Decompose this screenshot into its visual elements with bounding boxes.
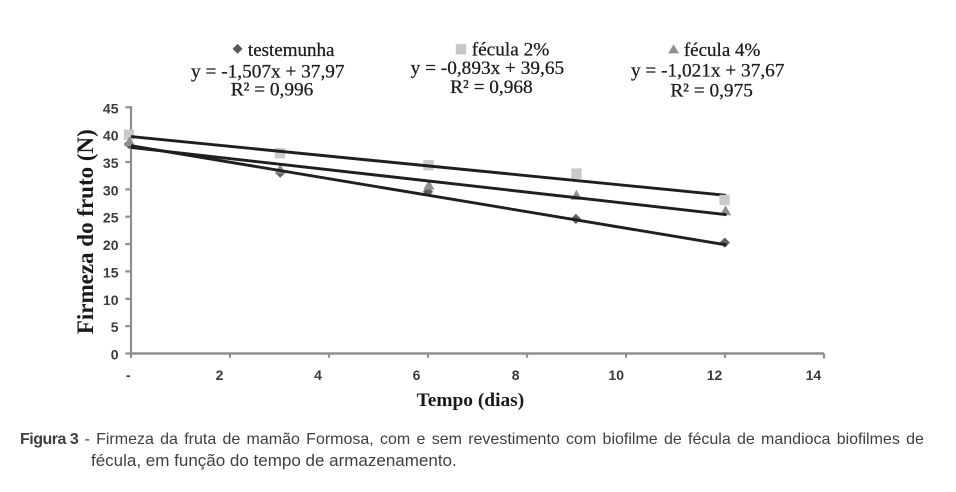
svg-text:25: 25: [103, 210, 119, 226]
svg-text:y = -1,507x + 37,97: y = -1,507x + 37,97: [191, 62, 345, 83]
svg-text:12: 12: [707, 367, 723, 383]
svg-text:8: 8: [512, 367, 520, 383]
svg-text:fécula 4%: fécula 4%: [684, 40, 761, 61]
svg-text:R² = 0,975: R² = 0,975: [670, 80, 753, 101]
svg-text:R² = 0,996: R² = 0,996: [231, 80, 314, 101]
svg-text:testemunha: testemunha: [248, 40, 335, 61]
svg-text:y = -0,893x + 39,65: y = -0,893x + 39,65: [411, 58, 565, 79]
svg-text:Tempo (dias): Tempo (dias): [417, 390, 525, 411]
svg-text:40: 40: [103, 128, 119, 144]
svg-text:Firmeza do fruto (N): Firmeza do fruto (N): [73, 129, 98, 334]
svg-text:-: -: [126, 367, 131, 383]
svg-text:30: 30: [103, 182, 119, 198]
svg-text:5: 5: [111, 319, 119, 335]
svg-text:0: 0: [111, 347, 119, 363]
svg-text:10: 10: [103, 292, 119, 308]
svg-text:R² = 0,968: R² = 0,968: [450, 77, 533, 98]
svg-text:45: 45: [103, 100, 119, 116]
svg-text:20: 20: [103, 237, 119, 253]
svg-text:10: 10: [608, 367, 624, 383]
svg-text:14: 14: [806, 367, 822, 383]
svg-text:y = -1,021x + 37,67: y = -1,021x + 37,67: [631, 61, 785, 82]
svg-text:35: 35: [103, 155, 119, 171]
svg-text:6: 6: [413, 367, 421, 383]
svg-text:15: 15: [103, 264, 119, 280]
svg-text:fécula 2%: fécula 2%: [472, 40, 550, 61]
svg-text:4: 4: [314, 367, 322, 383]
svg-text:2: 2: [216, 367, 224, 383]
